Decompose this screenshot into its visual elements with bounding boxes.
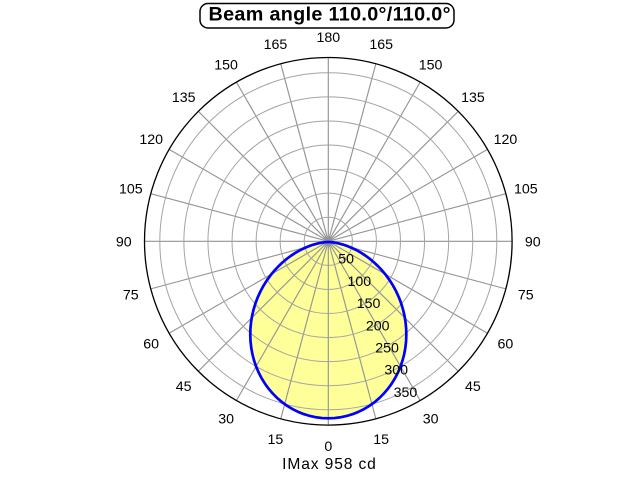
svg-text:75: 75 xyxy=(518,287,534,303)
svg-text:105: 105 xyxy=(119,182,143,198)
svg-text:90: 90 xyxy=(525,234,541,250)
svg-text:135: 135 xyxy=(461,90,485,106)
svg-text:15: 15 xyxy=(373,432,389,448)
svg-text:IMax 958 cd: IMax 958 cd xyxy=(282,456,376,473)
svg-text:150: 150 xyxy=(357,296,381,312)
svg-text:15: 15 xyxy=(268,432,284,448)
svg-text:150: 150 xyxy=(214,57,238,73)
svg-text:200: 200 xyxy=(366,318,390,334)
svg-text:30: 30 xyxy=(423,412,439,428)
svg-text:0: 0 xyxy=(324,439,332,455)
svg-text:75: 75 xyxy=(123,287,139,303)
svg-text:180: 180 xyxy=(316,30,340,46)
svg-text:120: 120 xyxy=(139,132,163,148)
svg-text:30: 30 xyxy=(218,412,234,428)
svg-text:350: 350 xyxy=(394,385,418,401)
svg-text:90: 90 xyxy=(116,234,132,250)
svg-text:165: 165 xyxy=(369,37,393,53)
svg-text:45: 45 xyxy=(176,379,192,395)
svg-text:150: 150 xyxy=(419,57,443,73)
svg-text:135: 135 xyxy=(172,90,196,106)
svg-text:60: 60 xyxy=(143,337,159,353)
svg-text:50: 50 xyxy=(338,252,354,268)
svg-text:250: 250 xyxy=(375,341,399,357)
svg-text:100: 100 xyxy=(348,274,372,290)
svg-text:45: 45 xyxy=(465,379,481,395)
svg-text:60: 60 xyxy=(498,337,514,353)
svg-text:Beam angle 110.0°/110.0°: Beam angle 110.0°/110.0° xyxy=(209,4,451,26)
svg-text:105: 105 xyxy=(514,182,538,198)
svg-text:120: 120 xyxy=(494,132,518,148)
svg-text:300: 300 xyxy=(384,363,408,379)
svg-text:165: 165 xyxy=(264,37,288,53)
